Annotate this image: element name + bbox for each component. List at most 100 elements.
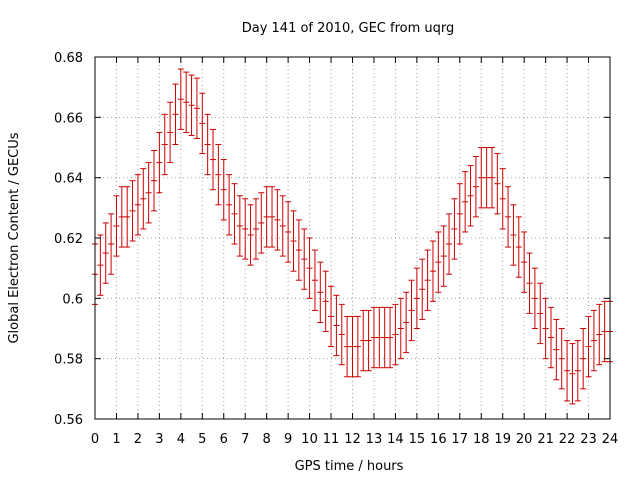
data-point: [360, 309, 367, 372]
data-point: [387, 306, 394, 369]
x-tick-label: 7: [241, 432, 249, 447]
data-point: [424, 249, 431, 311]
data-point: [274, 189, 281, 251]
data-point: [188, 74, 195, 136]
error-bars: [92, 68, 613, 405]
y-tick-label: 0.66: [54, 111, 83, 126]
data-point: [113, 195, 120, 257]
data-point: [585, 315, 592, 378]
data-point: [306, 237, 313, 299]
data-point: [499, 168, 506, 230]
data-point: [102, 222, 109, 284]
y-tick-label: 0.58: [54, 353, 83, 368]
x-axis-title: GPS time / hours: [295, 459, 404, 474]
chart-title: Day 141 of 2010, GEC from uqrg: [242, 21, 455, 36]
x-tick-label: 11: [323, 432, 340, 447]
data-point: [231, 183, 238, 245]
data-point: [167, 101, 174, 164]
data-point: [247, 204, 254, 266]
data-point: [204, 113, 211, 176]
axis-ticks: [94, 56, 611, 420]
data-point: [580, 328, 587, 390]
data-point: [252, 198, 259, 260]
data-point: [108, 213, 115, 275]
y-tick-label: 0.6: [62, 292, 83, 307]
data-point: [97, 234, 104, 296]
data-point: [403, 291, 410, 354]
data-point: [311, 249, 318, 311]
data-point: [338, 303, 345, 366]
data-point: [531, 267, 538, 329]
x-tick-label: 3: [155, 432, 163, 447]
x-tick-label: 15: [409, 432, 426, 447]
data-point: [429, 240, 436, 302]
data-point: [472, 156, 479, 218]
data-point: [553, 318, 560, 381]
x-tick-label: 18: [473, 432, 490, 447]
data-point: [526, 252, 533, 314]
data-point: [478, 147, 485, 209]
data-point: [242, 198, 249, 260]
data-point: [515, 216, 522, 278]
data-point: [177, 68, 184, 130]
data-point: [505, 186, 512, 248]
data-point: [129, 180, 136, 242]
x-tick-labels: 0 1 2 3 4 5 6 7 8 9 10 11 12 13 14 15 16 17 18 19 20 21 22 23 24: [91, 432, 618, 447]
data-point: [392, 303, 399, 366]
data-point: [365, 309, 372, 372]
data-point: [183, 71, 190, 133]
x-tick-label: 8: [263, 432, 271, 447]
data-point: [462, 171, 469, 233]
data-point: [349, 315, 356, 378]
data-point: [590, 309, 597, 372]
data-point: [488, 147, 495, 209]
data-point: [295, 219, 302, 281]
x-tick-label: 13: [366, 432, 383, 447]
x-tick-label: 4: [177, 432, 185, 447]
data-point: [440, 225, 447, 287]
x-tick-label: 16: [430, 432, 447, 447]
x-tick-label: 12: [344, 432, 361, 447]
y-tick-label: 0.56: [54, 413, 83, 428]
data-point: [596, 303, 603, 366]
data-point: [226, 174, 233, 236]
x-tick-label: 19: [494, 432, 511, 447]
data-point: [301, 228, 308, 290]
data-point: [134, 174, 141, 236]
data-point: [564, 340, 571, 402]
data-point: [547, 306, 554, 369]
data-point: [258, 192, 265, 254]
data-point: [467, 165, 474, 227]
data-point: [451, 198, 458, 260]
data-point: [124, 186, 131, 248]
data-point: [236, 195, 243, 257]
data-point: [376, 306, 383, 369]
data-point: [220, 159, 227, 221]
data-point: [118, 186, 125, 248]
data-point: [279, 195, 286, 257]
data-point: [381, 306, 388, 369]
x-tick-label: 20: [516, 432, 533, 447]
data-point: [558, 328, 565, 390]
data-point: [199, 92, 206, 155]
data-point: [210, 128, 217, 191]
y-tick-labels: 0.56 0.58 0.6 0.62 0.64 0.66 0.68: [54, 51, 83, 428]
data-point: [161, 113, 168, 176]
x-tick-label: 14: [387, 432, 404, 447]
x-tick-label: 5: [198, 432, 206, 447]
data-point: [140, 168, 147, 230]
y-axis-title: Global Electron Content / GECUs: [7, 132, 22, 343]
x-tick-label: 23: [580, 432, 597, 447]
data-point: [193, 77, 200, 139]
x-tick-label: 0: [91, 432, 99, 447]
data-point: [344, 315, 351, 378]
data-point: [215, 143, 222, 206]
data-point: [542, 297, 549, 360]
y-tick-label: 0.64: [54, 172, 83, 187]
data-point: [317, 261, 324, 323]
data-point: [510, 204, 517, 266]
data-point: [285, 201, 292, 263]
data-point: [322, 270, 329, 333]
data-point: [456, 183, 463, 245]
